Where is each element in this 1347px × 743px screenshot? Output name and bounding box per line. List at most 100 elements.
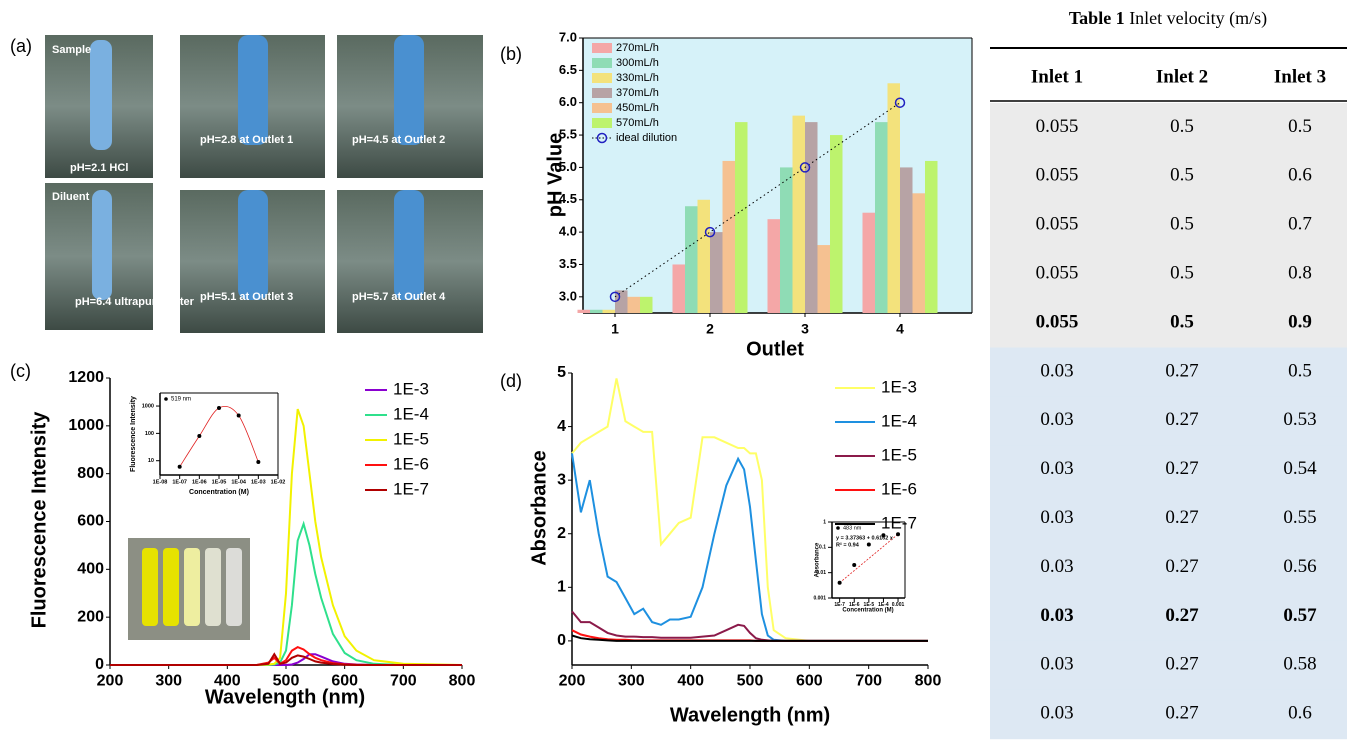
photo-caption: pH=2.8 at Outlet 1 [200, 134, 293, 146]
meter [92, 190, 112, 300]
cell: 0.03 [1040, 360, 1073, 381]
y-tick-label: 4.0 [559, 224, 577, 239]
annotation: y = 3.37363 + 0.6162 x [836, 535, 894, 541]
cell: 0.27 [1165, 703, 1198, 724]
panel-label: (a) [10, 36, 32, 56]
line [110, 652, 462, 666]
row-background [990, 689, 1347, 740]
y-tick-label: 1 [823, 519, 826, 525]
y-tick-label: 3.0 [559, 288, 577, 303]
bar [672, 264, 685, 313]
bar [805, 122, 818, 313]
cell: 0.55 [1283, 507, 1316, 528]
point [236, 413, 241, 418]
bar [900, 167, 913, 313]
fit-line [179, 406, 259, 467]
y-tick-label: 7.0 [559, 29, 577, 44]
legend-swatch [592, 43, 612, 53]
x-tick-label: 600 [796, 673, 823, 690]
y-tick-label: 10 [148, 458, 154, 464]
y-tick-label: 600 [77, 513, 104, 530]
x-tick-label: 1E-05 [212, 479, 227, 485]
legend-marker [596, 132, 608, 144]
cell: 0.7 [1288, 214, 1312, 235]
legend-swatch [592, 103, 612, 113]
photo-panel: Sample pH=2.1 HCl Diluent pH=6.4 ultrapu… [45, 35, 483, 333]
bar [577, 309, 590, 313]
y-tick-label: 6.0 [559, 94, 577, 109]
cell: 0.03 [1040, 409, 1073, 430]
cell: 0.5 [1288, 116, 1312, 137]
legend-swatch [592, 73, 612, 83]
photo-caption: pH=2.1 HCl [70, 162, 128, 174]
x-axis-title: Concentration (M) [189, 489, 249, 496]
legend-swatch [592, 58, 612, 68]
chart: 0 1 2 3 4 5 200 300 400 500 600 700 800 Wavelength (n… [528, 364, 941, 726]
bar [792, 115, 805, 313]
x-tick-label: 3 [801, 321, 809, 337]
y-tick-label: 3 [557, 471, 566, 488]
cell: 0.27 [1165, 360, 1198, 381]
x-tick-label: 300 [618, 673, 645, 690]
y-tick-label: 400 [77, 561, 104, 578]
row-background [990, 298, 1347, 348]
y-tick-label: 200 [77, 608, 104, 625]
photo-caption: pH=5.7 at Outlet 4 [352, 291, 446, 303]
meter [394, 35, 424, 145]
x-tick-label: 1E-5 [864, 602, 875, 608]
cell: 0.5 [1288, 360, 1312, 381]
point [881, 533, 886, 538]
y-axis-title: pH Value [544, 133, 566, 217]
cell: 0.5 [1170, 116, 1194, 137]
cell: 0.27 [1165, 654, 1198, 675]
y-tick-label: 2 [557, 525, 566, 542]
cell: 0.27 [1165, 605, 1199, 626]
x-tick-label: 700 [855, 673, 882, 690]
x-tick-label: 0.001 [892, 602, 905, 608]
y-axis-title: Fluorescence Intensity [130, 396, 137, 472]
caption-label: Table 1 [1069, 8, 1125, 28]
photo-title: Diluent [52, 191, 90, 203]
y-tick-label: 0 [95, 656, 104, 673]
legend-label: 1E-6 [393, 454, 429, 473]
bar [685, 206, 698, 313]
x-tick-label: 600 [331, 673, 358, 690]
legend-label: 1E-4 [881, 411, 917, 430]
legend-swatch [592, 88, 612, 98]
row-background [990, 396, 1347, 446]
bar [590, 309, 603, 313]
row-background [990, 543, 1347, 593]
line [571, 610, 928, 642]
x-tick-label: 1E-6 [849, 602, 860, 608]
legend-label: 270mL/h [616, 42, 659, 54]
x-tick-label: 1E-06 [192, 479, 207, 485]
row-background [990, 494, 1347, 544]
legend-marker [836, 526, 840, 530]
ideal-point [799, 162, 811, 173]
cell: 0.03 [1040, 654, 1073, 675]
x-axis-title: Wavelength (nm) [670, 704, 830, 726]
table-caption: Table 1 Inlet velocity (m/s) [1069, 8, 1267, 29]
x-tick-label: 2 [706, 321, 714, 337]
photo-title: Sample [52, 44, 91, 56]
x-tick-label: 200 [559, 673, 586, 690]
x-tick-label: 800 [915, 673, 942, 690]
point [217, 405, 221, 410]
cell: 0.03 [1040, 556, 1073, 577]
point [896, 532, 901, 537]
y-tick-label: 5 [557, 364, 566, 381]
cell: 0.56 [1283, 556, 1316, 577]
cell: 0.5 [1170, 165, 1194, 186]
cell: 0.03 [1040, 507, 1073, 528]
x-tick-label: 800 [449, 673, 476, 690]
legend-marker [164, 397, 168, 401]
bar [602, 309, 615, 313]
legend-label: 330mL/h [616, 72, 659, 84]
cell: 0.03 [1040, 703, 1073, 724]
x-tick-label: 400 [214, 673, 241, 690]
bar [697, 199, 710, 313]
legend-label: 1E-3 [881, 377, 917, 396]
row-background [990, 592, 1347, 642]
bar [640, 296, 653, 313]
